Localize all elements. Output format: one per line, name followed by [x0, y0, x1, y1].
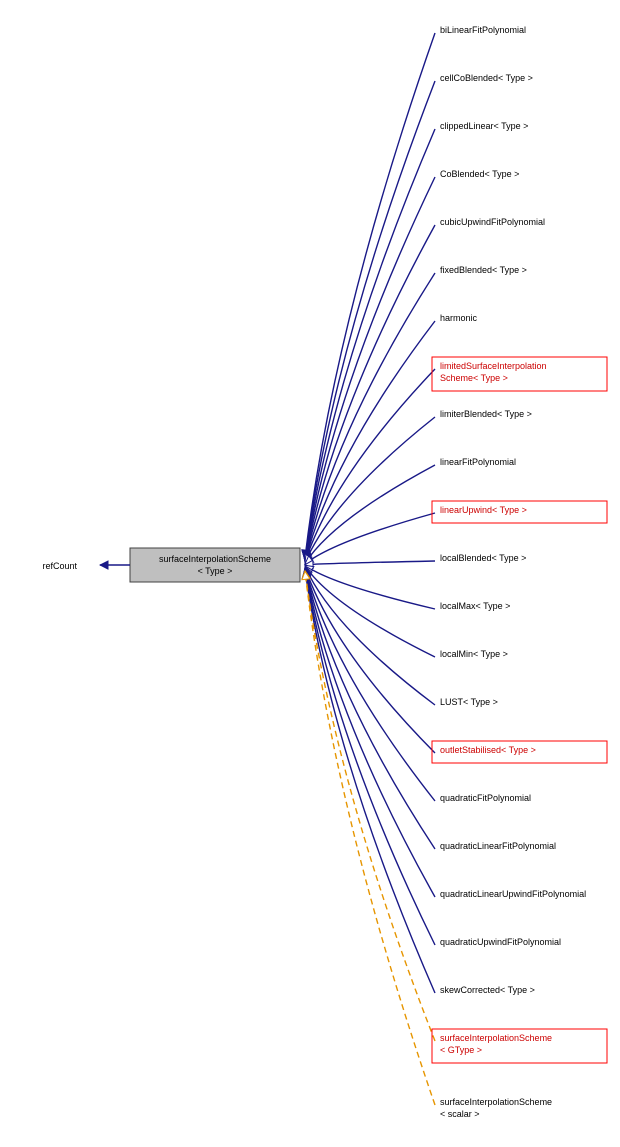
right-node-label-3[interactable]: CoBlended< Type > [440, 169, 519, 179]
right-node-label-7-0[interactable]: limitedSurfaceInterpolation [440, 361, 547, 371]
center-node-line2: < Type > [198, 566, 233, 576]
right-node-label-4[interactable]: cubicUpwindFitPolynomial [440, 217, 545, 227]
edge-4 [305, 225, 435, 561]
right-node-label-6[interactable]: harmonic [440, 313, 478, 323]
right-node-label-5[interactable]: fixedBlended< Type > [440, 265, 527, 275]
right-node-label-14[interactable]: LUST< Type > [440, 697, 498, 707]
right-node-label-21-1[interactable]: < GType > [440, 1045, 482, 1055]
right-node-label-22-0[interactable]: surfaceInterpolationScheme [440, 1097, 552, 1107]
right-node-label-15[interactable]: outletStabilised< Type > [440, 745, 536, 755]
right-node-label-7-1[interactable]: Scheme< Type > [440, 373, 508, 383]
center-node-line1: surfaceInterpolationScheme [159, 554, 271, 564]
edge-10 [305, 513, 435, 564]
edge-2 [305, 129, 435, 559]
right-node-label-21-0[interactable]: surfaceInterpolationScheme [440, 1033, 552, 1043]
edge-8 [305, 417, 435, 563]
edge-1 [305, 81, 435, 559]
right-node-label-0[interactable]: biLinearFitPolynomial [440, 25, 526, 35]
right-node-label-1[interactable]: cellCoBlended< Type > [440, 73, 533, 83]
right-node-label-10[interactable]: linearUpwind< Type > [440, 505, 527, 515]
right-node-label-22-1[interactable]: < scalar > [440, 1109, 480, 1119]
right-node-label-8[interactable]: limiterBlended< Type > [440, 409, 532, 419]
right-node-label-2[interactable]: clippedLinear< Type > [440, 121, 528, 131]
right-node-label-13[interactable]: localMin< Type > [440, 649, 508, 659]
right-node-label-9[interactable]: linearFitPolynomial [440, 457, 516, 467]
right-node-label-16[interactable]: quadraticFitPolynomial [440, 793, 531, 803]
right-node-label-19[interactable]: quadraticUpwindFitPolynomial [440, 937, 561, 947]
edge-19 [305, 570, 435, 946]
left-node-label[interactable]: refCount [42, 561, 77, 571]
right-node-label-12[interactable]: localMax< Type > [440, 601, 510, 611]
right-node-label-18[interactable]: quadraticLinearUpwindFitPolynomial [440, 889, 586, 899]
right-node-label-11[interactable]: localBlended< Type > [440, 553, 526, 563]
edge-11 [305, 561, 435, 565]
right-node-label-17[interactable]: quadraticLinearFitPolynomial [440, 841, 556, 851]
right-node-label-20[interactable]: skewCorrected< Type > [440, 985, 535, 995]
edge-21 [305, 571, 435, 1041]
